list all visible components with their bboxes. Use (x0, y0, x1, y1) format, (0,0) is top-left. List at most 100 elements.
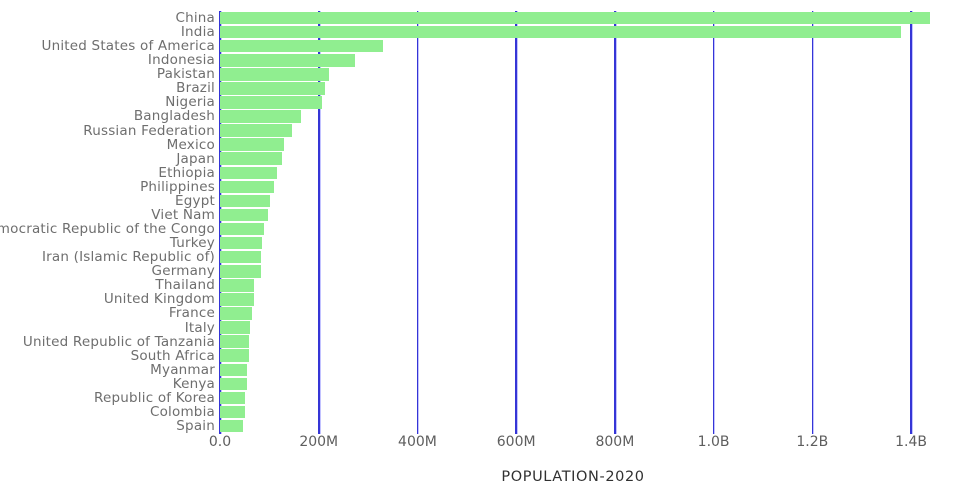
bar-row: Philippines (0, 180, 960, 194)
population-bar (220, 166, 277, 180)
bar-row: France (0, 305, 960, 322)
category-label: India (180, 24, 215, 41)
bar-row: Colombia (0, 405, 960, 419)
population-bar (220, 222, 265, 236)
category-label: Egypt (175, 192, 215, 209)
gridline-800M (614, 11, 616, 434)
category-label: Ethiopia (158, 164, 215, 181)
gridline-1.0B (712, 11, 715, 434)
x-tick-label: 600M (496, 434, 536, 450)
bar-row: Mexico (0, 138, 960, 152)
population-bar (220, 391, 246, 405)
x-tick-label: 1.4B (895, 434, 927, 450)
category-label: United Republic of Tanzania (22, 333, 215, 350)
bar-row: Brazil (0, 81, 960, 95)
bar-row: United Kingdom (0, 292, 960, 306)
category-label: Democratic Republic of the Congo (0, 221, 215, 238)
gridline-1.2B (811, 11, 814, 434)
population-bar (220, 321, 250, 334)
bar-row: Kenya (0, 377, 960, 391)
population-bar (220, 138, 284, 151)
bar-row: Republic of Korea (0, 391, 960, 405)
gridline-200M (317, 11, 320, 434)
gridline-600M (515, 11, 517, 434)
category-label: Spain (176, 418, 215, 435)
bar-row: Germany (0, 264, 960, 278)
population-bar (220, 250, 262, 264)
gridline-0.0 (219, 11, 221, 434)
category-label: Germany (151, 263, 215, 280)
bar-row: China (0, 11, 960, 25)
population-bar (220, 54, 355, 67)
category-label: United States of America (41, 38, 215, 55)
x-tick-label: 1.2B (796, 434, 829, 450)
category-label: Japan (176, 150, 215, 167)
bar-row: Russian Federation (0, 123, 960, 138)
bar-row: Egypt (0, 194, 960, 208)
population-bar (220, 25, 902, 39)
population-bar (220, 180, 275, 194)
bar-row: Iran (Islamic Republic of) (0, 250, 960, 264)
population-bar (220, 419, 244, 433)
population-bar (220, 307, 253, 320)
population-bar (220, 194, 271, 208)
category-label: Philippines (140, 178, 215, 195)
population-bar (220, 363, 247, 377)
category-label: Italy (184, 319, 215, 336)
category-label: Nigeria (165, 94, 215, 111)
bar-row: India (0, 25, 960, 39)
bar-row: Bangladesh (0, 108, 960, 125)
category-label: Indonesia (147, 52, 215, 69)
gridline-1.4B (910, 11, 912, 434)
category-label: United Kingdom (103, 291, 215, 308)
population-bar (220, 82, 325, 95)
bar-row: Thailand (0, 278, 960, 292)
x-axis-title: POPULATION-2020 (501, 469, 645, 485)
population-bar (220, 11, 931, 25)
category-label: South Africa (130, 347, 215, 364)
bar-row: Viet Nam (0, 208, 960, 222)
population-bar (220, 349, 250, 362)
bar-row: United Republic of Tanzania (0, 335, 960, 349)
population-bar (220, 124, 293, 137)
category-label: Republic of Korea (94, 389, 215, 406)
category-label: Kenya (172, 375, 215, 392)
population-bar (220, 335, 250, 348)
bar-row: South Africa (0, 349, 960, 363)
population-bar (220, 405, 246, 419)
bar-row: Myanmar (0, 363, 960, 377)
x-tick-label: 200M (299, 434, 339, 450)
x-tick-label: 800M (595, 434, 635, 450)
x-tick-label: 0.0 (208, 434, 232, 450)
population-bar (220, 279, 255, 292)
population-bar (220, 68, 330, 81)
bar-row: Indonesia (0, 53, 960, 67)
bar-row: Pakistan (0, 67, 960, 81)
bar-row: Turkey (0, 236, 960, 250)
population-bar (220, 152, 283, 165)
population-bar (220, 208, 269, 222)
population-bar (220, 110, 302, 123)
category-label: Myanmar (150, 361, 215, 378)
population-bar (220, 293, 254, 306)
population-bar (220, 96, 322, 109)
population-bar (220, 377, 247, 391)
category-label: Colombia (149, 403, 215, 420)
bar-row: Italy (0, 319, 960, 336)
category-label: France (168, 305, 215, 322)
population-bar (220, 39, 384, 53)
category-label: Bangladesh (133, 108, 215, 125)
category-label: Iran (Islamic Republic of) (41, 249, 215, 266)
category-label: China (175, 10, 215, 26)
x-tick-label: 400M (398, 434, 437, 450)
x-tick-label: 1.0B (697, 434, 730, 450)
bar-row: Democratic Republic of the Congo (0, 222, 960, 236)
bar-row: Ethiopia (0, 166, 960, 180)
gridline-400M (416, 11, 419, 434)
category-label: Pakistan (156, 66, 215, 83)
bar-row: Nigeria (0, 95, 960, 109)
bar-row: United States of America (0, 39, 960, 53)
population-bar (220, 236, 262, 250)
bar-row: Spain (0, 419, 960, 433)
